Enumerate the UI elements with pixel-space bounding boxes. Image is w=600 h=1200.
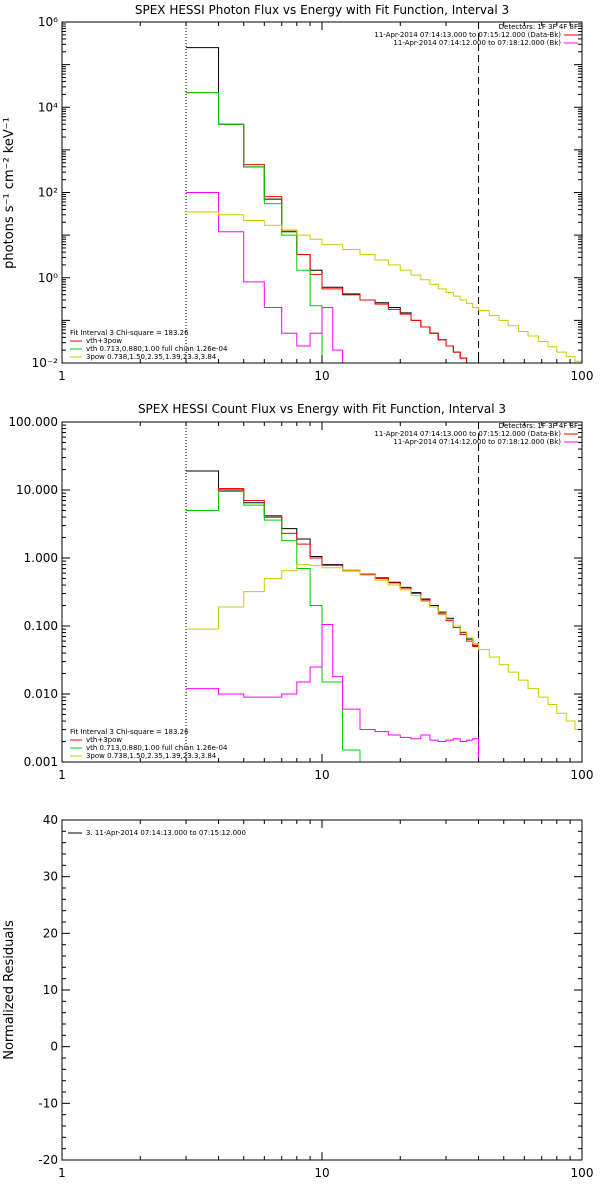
panel-2-series-data bbox=[186, 470, 480, 762]
panel-1-series-bk bbox=[186, 192, 344, 363]
panel-2-ytick-label: 0.001 bbox=[24, 755, 58, 769]
panel-1-series-total bbox=[186, 92, 474, 363]
photon-fit-thermal-label: vth 0.713,0.880,1.00 full chian 1.26e-04 bbox=[86, 345, 228, 353]
count-fit-title: Fit Interval 3 Chi-square = 183.26 bbox=[70, 728, 189, 736]
panel-3-ytick-label: 10 bbox=[43, 983, 58, 997]
panel-2-series-bk bbox=[186, 624, 480, 762]
panel-3-ytick-label: 0 bbox=[50, 1040, 58, 1054]
photon-fit-total-label: vth+3pow bbox=[86, 337, 122, 345]
panel-2-ytick-label: 1.000 bbox=[24, 551, 58, 565]
panel-3-xtick-label: 100 bbox=[571, 1166, 594, 1180]
panel-3-xtick-label: 1 bbox=[58, 1166, 66, 1180]
panel-2-xtick-label: 10 bbox=[314, 768, 329, 782]
count-fit-thermal-label: vth 0.713,0.880,1.00 full chian 1.26e-04 bbox=[86, 744, 228, 752]
count-fit-total-label: vth+3pow bbox=[86, 736, 122, 744]
count-flux-title: SPEX HESSI Count Flux vs Energy with Fit… bbox=[138, 402, 506, 416]
panel-2-ytick-label: 100.000 bbox=[8, 415, 58, 429]
panel-2-ytick-label: 0.100 bbox=[24, 619, 58, 633]
count-legend-bk: 11-Apr-2014 07:14:12.000 to 07:18:12.000… bbox=[393, 438, 561, 446]
panel-1-ytick-label: 10⁰ bbox=[38, 271, 58, 285]
photon-fit-pow-label: 3pow 0.738,1.50,2.35,1.39,23.3,3.84 bbox=[86, 353, 217, 361]
panel-3-ytick-label: -20 bbox=[38, 1153, 58, 1167]
panel-3-ytick-label: 30 bbox=[43, 870, 58, 884]
photon-fit-title: Fit Interval 3 Chi-square = 183.26 bbox=[70, 329, 189, 337]
panel-2-ytick-label: 0.010 bbox=[24, 687, 58, 701]
count-fit-pow-label: 3pow 0.738,1.50,2.35,1.39,23.3,3.84 bbox=[86, 752, 217, 760]
panel-1-series-thermal bbox=[186, 92, 344, 363]
panel-3-xtick-label: 10 bbox=[314, 1166, 329, 1180]
panel-2-ytick-label: 10.000 bbox=[16, 483, 58, 497]
panel-1-ytick-label: 10² bbox=[38, 186, 58, 200]
panel-3-ytick-label: 40 bbox=[43, 813, 58, 827]
panel-1-xtick-label: 10 bbox=[314, 369, 329, 383]
panel-2-xtick-label: 1 bbox=[58, 768, 66, 782]
count-legend-title: Detectors: 1F 3F 4F 8F bbox=[499, 422, 578, 430]
photon-flux-panel: SPEX HESSI Photon Flux vs Energy with Fi… bbox=[2, 3, 593, 383]
panel-1-xtick-label: 100 bbox=[571, 369, 594, 383]
count-flux-panel: SPEX HESSI Count Flux vs Energy with Fit… bbox=[8, 402, 593, 782]
residuals-ylabel: Normalized Residuals bbox=[2, 920, 17, 1060]
photon-legend-data-bk: 11-Apr-2014 07:14:13.000 to 07:15:12.000… bbox=[374, 31, 561, 39]
panel-1-ytick-label: 10⁴ bbox=[38, 100, 58, 114]
photon-flux-title: SPEX HESSI Photon Flux vs Energy with Fi… bbox=[135, 3, 509, 17]
panel-1-xtick-label: 1 bbox=[58, 369, 66, 383]
panel-2-axes-box bbox=[61, 421, 583, 763]
panel-2-xtick-label: 100 bbox=[571, 768, 594, 782]
count-legend-data-bk: 11-Apr-2014 07:14:13.000 to 07:15:12.000… bbox=[374, 430, 561, 438]
residuals-legend-label: 3. 11-Apr-2014 07:14:13.000 to 07:15:12.… bbox=[86, 829, 246, 837]
panel-3-axes-box bbox=[61, 819, 583, 1161]
photon-legend-title: Detectors: 1F 3F 4F 8F bbox=[499, 23, 578, 31]
photon-flux-ylabel: photons s⁻¹ cm⁻² keV⁻¹ bbox=[2, 117, 17, 269]
panel-1-ytick-label: 10⁻² bbox=[32, 356, 59, 370]
panel-1-ytick-label: 10⁶ bbox=[38, 15, 58, 29]
panel-3-ytick-label: -10 bbox=[38, 1096, 58, 1110]
photon-legend-bk: 11-Apr-2014 07:14:12.000 to 07:18:12.000… bbox=[393, 39, 561, 47]
panel-1-series-nonthermal bbox=[186, 211, 582, 362]
panel-3-ytick-label: 20 bbox=[43, 926, 58, 940]
panel-2-series-nonthermal bbox=[186, 564, 582, 731]
panel-2-series-thermal bbox=[186, 491, 361, 762]
residuals-panel: Normalized Residuals 3. 11-Apr-2014 07:1… bbox=[2, 813, 593, 1180]
